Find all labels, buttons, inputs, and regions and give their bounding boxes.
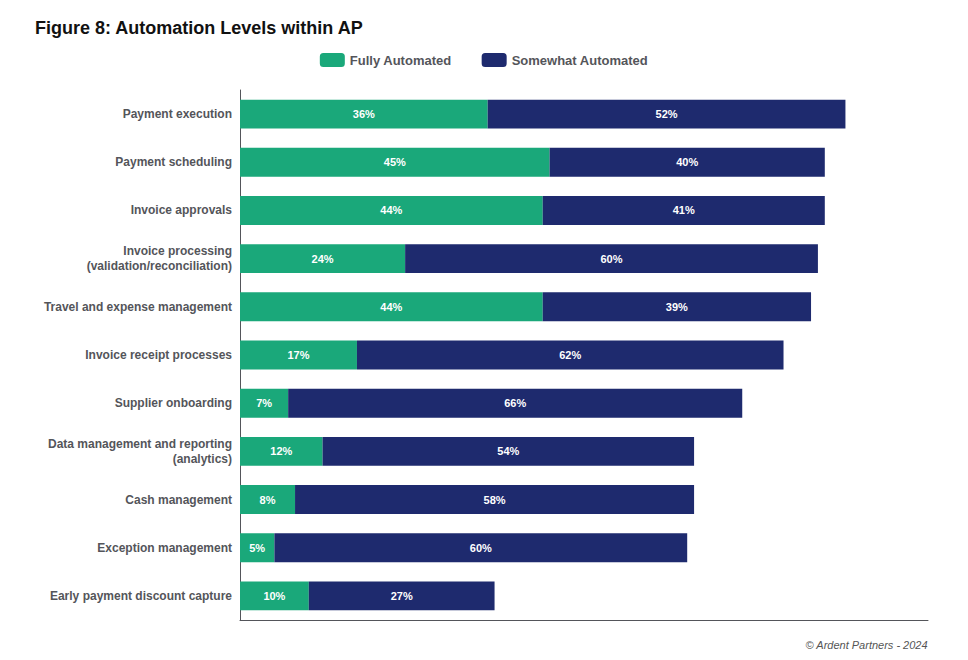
svg-text:24%: 24% (312, 253, 334, 265)
svg-text:36%: 36% (353, 108, 375, 120)
svg-text:10%: 10% (263, 590, 285, 602)
svg-text:Invoice approvals: Invoice approvals (131, 203, 233, 217)
svg-text:Early payment discount capture: Early payment discount capture (50, 589, 232, 603)
svg-text:8%: 8% (260, 494, 276, 506)
svg-text:Travel and expense management: Travel and expense management (44, 300, 232, 314)
svg-text:Invoice processing: Invoice processing (123, 244, 232, 258)
svg-text:Somewhat Automated: Somewhat Automated (512, 53, 648, 68)
svg-text:66%: 66% (504, 397, 526, 409)
svg-text:17%: 17% (287, 349, 309, 361)
svg-text:Data management and reporting: Data management and reporting (48, 437, 232, 451)
svg-text:Supplier onboarding: Supplier onboarding (115, 396, 232, 410)
svg-text:54%: 54% (497, 445, 519, 457)
svg-text:Exception management: Exception management (97, 541, 232, 555)
svg-text:5%: 5% (249, 542, 265, 554)
svg-text:45%: 45% (384, 156, 406, 168)
svg-text:27%: 27% (391, 590, 413, 602)
svg-text:40%: 40% (676, 156, 698, 168)
svg-text:Fully Automated: Fully Automated (350, 53, 451, 68)
svg-text:Invoice receipt processes: Invoice receipt processes (85, 348, 232, 362)
svg-text:44%: 44% (380, 204, 402, 216)
svg-text:© Ardent Partners - 2024: © Ardent Partners - 2024 (806, 639, 928, 651)
svg-text:41%: 41% (673, 204, 695, 216)
svg-text:Cash management: Cash management (125, 493, 232, 507)
svg-text:60%: 60% (470, 542, 492, 554)
svg-text:60%: 60% (601, 253, 623, 265)
svg-text:7%: 7% (256, 397, 272, 409)
svg-text:52%: 52% (656, 108, 678, 120)
svg-text:12%: 12% (270, 445, 292, 457)
svg-text:39%: 39% (666, 301, 688, 313)
svg-text:(analytics): (analytics) (173, 452, 232, 466)
svg-text:Payment execution: Payment execution (123, 107, 232, 121)
svg-text:44%: 44% (380, 301, 402, 313)
svg-text:62%: 62% (559, 349, 581, 361)
svg-text:Payment scheduling: Payment scheduling (115, 155, 232, 169)
svg-text:(validation/reconciliation): (validation/reconciliation) (87, 259, 232, 273)
svg-text:Figure 8: Automation Levels wi: Figure 8: Automation Levels within AP (35, 18, 363, 38)
svg-text:58%: 58% (484, 494, 506, 506)
